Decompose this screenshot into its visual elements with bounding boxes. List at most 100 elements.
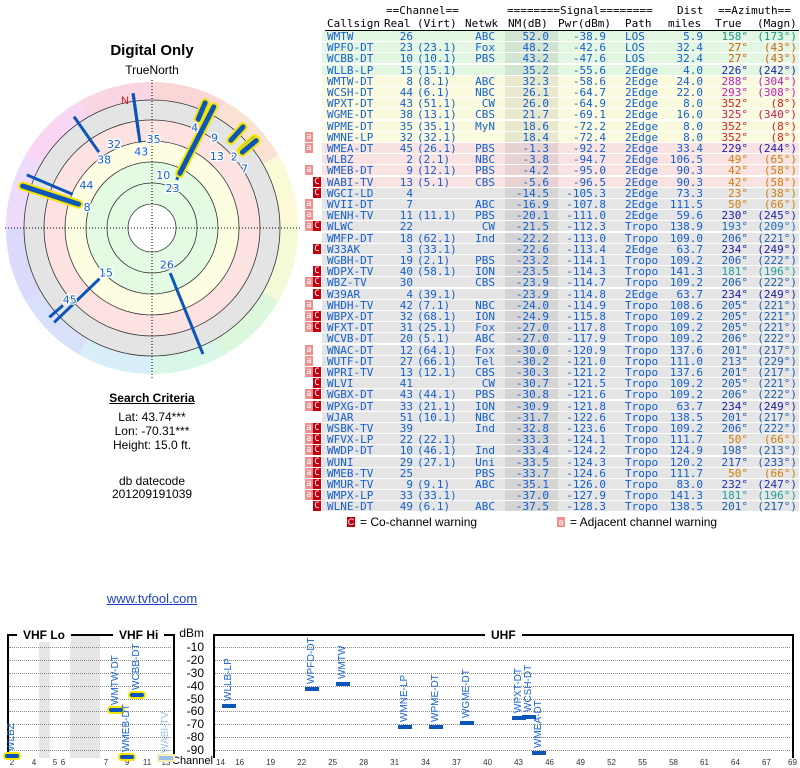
table-row[interactable]: WPXG-DT 33 (21.1) ION -30.9 -121.8 Tropo 63.7 23… (322, 399, 799, 413)
table-row[interactable]: WPME-DT 35 (35.1) MyN 18.6 -72.2 2Edge 8.0 352° (… (322, 120, 799, 132)
cell-pwr: -124.6 (566, 466, 606, 480)
cell-net: Fox (475, 41, 495, 55)
cell-pwr: -112.3 (566, 220, 606, 234)
cell-tru: 234° (721, 399, 749, 413)
table-row[interactable]: WDPX-TV 40 (58.1) ION -23.5 -114.3 Tropo 141.3 1… (322, 265, 799, 279)
cell-path: 2Edge (625, 63, 659, 77)
table-row[interactable]: WENH-TV 11 (11.1) PBS -20.1 -111.0 2Edge 59.6 23… (322, 209, 799, 223)
signal-bar (397, 725, 412, 730)
cell-dist: 109.2 (669, 254, 703, 267)
y-tick-label: -40 (186, 678, 204, 693)
cell-cs: W39AR (327, 287, 361, 301)
cell-mag: (58°) (763, 164, 797, 178)
table-row[interactable]: WMEB-DT 9 (12.1) PBS -4.2 -95.0 2Edge 90.3 42° (5… (322, 164, 799, 178)
cell-path: 2Edge (625, 198, 659, 211)
table-row[interactable]: WGBX-DT 43 (44.1) PBS -30.8 -121.6 Tropo 109.2 2… (322, 388, 799, 402)
table-row[interactable]: WNAC-DT 12 (64.1) Fox -30.0 -120.9 Tropo 137.6 2… (322, 344, 799, 356)
header-nm: NM(dB) (508, 17, 548, 30)
table-row[interactable]: WVII-DT 7 ABC -16.9 -107.8 2Edge 111.5 50° (66°) (322, 199, 799, 210)
table-row[interactable]: WABI-TV 13 (5.1) CBS -5.6 -96.5 2Edge 90.3 42° (5… (322, 175, 799, 189)
cell-real: 22 (399, 220, 413, 234)
table-row[interactable]: WPFO-DT 23 (23.1) Fox 48.2 -42.6 LOS 32.4 27° (43… (322, 41, 799, 55)
table-row[interactable]: WUNI 29 (27.1) Uni -33.5 -124.3 Tropo 120.2 217°… (322, 455, 799, 469)
table-row[interactable]: W33AK 3 (33.1) -22.6 -113.4 2Edge 63.7 234° (249… (322, 242, 799, 256)
table-row[interactable]: WUTF-DT 27 (66.1) Tel -30.2 -121.0 Tropo 111.0 2… (322, 354, 799, 368)
table-row[interactable]: WMPX-LP 33 (33.1) -37.0 -127.9 Tropo 141.3 181°… (322, 489, 799, 503)
table-row[interactable]: WHDH-TV 42 (7.1) NBC -24.0 -114.9 Tropo 108.6 20… (322, 299, 799, 311)
table-row[interactable]: WGCI-LD 4 -14.5 -105.3 2Edge 73.3 23° (38°) (322, 186, 799, 200)
table-row[interactable]: WGME-DT 38 (13.1) CBS 21.7 -69.1 2Edge 16.0 325°… (322, 109, 799, 121)
cell-tru: 42° (728, 175, 748, 189)
cell-mag: (244°) (757, 142, 797, 155)
table-row[interactable]: WSBK-TV 39 Ind -32.8 -123.6 Tropo 109.2 206° (22… (322, 423, 799, 434)
table-row[interactable]: WWDP-DT 10 (46.1) Ind -33.4 -124.2 Tropo 124.9 1… (322, 444, 799, 458)
table-row[interactable]: WLVI 41 CW -30.7 -121.5 Tropo 109.2 205° (221°) (322, 378, 799, 390)
table-row[interactable]: WGBH-DT 19 (2.1) PBS -23.2 -114.1 Tropo 109.2 20… (322, 255, 799, 266)
cell-dist: 111.5 (669, 198, 703, 211)
table-row[interactable]: WMFP-DT 18 (62.1) Ind -22.2 -113.0 Tropo 109.0 2… (322, 232, 799, 244)
cell-mag: (249°) (757, 287, 797, 301)
cell-cs: WBPX-DT (327, 310, 374, 323)
latitude: Lat: 43.74*** (118, 410, 186, 424)
header-signal-group: ========Signal======== (507, 4, 653, 17)
cell-cs: WLWC (327, 220, 354, 234)
cell-nm: -30.9 (515, 399, 549, 413)
signal-bar (159, 756, 173, 761)
tvfool-link[interactable]: www.tvfool.com (106, 591, 198, 606)
table-row[interactable]: W39AR 4 (39.1) -23.9 -114.8 2Edge 63.7 234° (249… (322, 287, 799, 301)
cell-net: ION (475, 265, 495, 279)
table-row[interactable]: WFVX-LP 22 (22.1) -33.3 -124.1 Tropo 111.7 50° (… (322, 434, 799, 446)
cell-virt: (2.1) (417, 254, 451, 267)
table-row[interactable]: WFXT-DT 31 (25.1) Fox -27.0 -117.8 Tropo 109.2 2… (322, 321, 799, 335)
table-row[interactable]: WCBB-DT 10 (10.1) PBS 43.2 -47.6 LOS 32.4 27° (43… (322, 53, 799, 65)
cell-cs: W33AK (327, 242, 361, 256)
cell-real: 44 (399, 86, 413, 99)
cell-real: 33 (399, 489, 413, 503)
table-row[interactable]: WMTW 26 ABC 52.0 -38.9 LOS 5.9 158° (173°) (322, 31, 799, 42)
table-row[interactable]: WMEB-TV 25 PBS -33.7 -124.6 Tropo 111.7 50° (66°… (322, 466, 799, 480)
cell-mag: (229°) (757, 354, 797, 368)
gridline (215, 685, 790, 687)
cell-path: Tropo (625, 276, 659, 290)
table-row[interactable]: WLWC 22 CW -21.5 -112.3 Tropo 138.9 193° (209°) (322, 220, 799, 234)
cell-virt: (46.1) (417, 444, 457, 458)
cell-tru: 213° (721, 354, 749, 368)
cell-real: 31 (399, 321, 413, 335)
table-row[interactable]: WMUR-TV 9 (9.1) ABC -35.1 -126.0 Tropo 83.0 232°… (322, 479, 799, 490)
table-row[interactable]: WMNE-LP 32 (32.1) 18.4 -72.4 2Edge 8.0 352° (8°) (322, 131, 799, 143)
table-row[interactable]: WMTW-DT 8 (8.1) ABC 32.3 -58.6 2Edge 24.0 288° (3… (322, 74, 799, 88)
cell-tru: 27° (728, 41, 748, 55)
cell-nm: -30.2 (515, 354, 549, 368)
cell-tru: 181° (721, 489, 749, 503)
signal-bar (532, 750, 547, 755)
table-row[interactable]: WBPX-DT 32 (68.1) ION -24.9 -115.8 Tropo 109.2 2… (322, 311, 799, 322)
cell-dist: 59.6 (676, 209, 704, 223)
cell-virt: (8.1) (417, 74, 451, 88)
cell-nm: -33.7 (515, 466, 549, 480)
cell-net: Uni (475, 455, 495, 469)
table-row[interactable]: WLBZ 2 (2.1) NBC -3.8 -94.7 2Edge 106.5 49° (65°) (322, 154, 799, 166)
table-row[interactable]: WJAR 51 (10.1) NBC -31.7 -122.6 Tropo 138.5 201°… (322, 411, 799, 423)
cell-pwr: -105.3 (566, 186, 606, 200)
nm-column-shade (505, 75, 558, 86)
table-row[interactable]: WBZ-TV 30 CBS -23.9 -114.7 Tropo 109.2 206° (222… (322, 276, 799, 290)
cell-pwr: -126.0 (566, 478, 606, 491)
table-row[interactable]: WPXT-DT 43 (51.1) CW 26.0 -64.9 2Edge 8.0 352° (8… (322, 98, 799, 110)
cell-net: ION (475, 399, 495, 413)
cell-real: 8 (406, 74, 413, 88)
cell-path: Tropo (625, 388, 659, 402)
cell-virt: (5.1) (417, 175, 451, 189)
cell-path: 2Edge (625, 175, 659, 189)
table-row[interactable]: WLLB-LP 15 (15.1) 35.2 -55.6 2Edge 4.0 226° (242… (322, 63, 799, 77)
table-row[interactable]: WLNE-DT 49 (6.1) ABC -37.5 -128.3 Tropo 138.5 20… (322, 501, 799, 513)
cell-virt: (12.1) (417, 366, 457, 379)
cell-tru: 42° (728, 164, 748, 178)
x-tick-label: 7 (103, 758, 109, 767)
table-row[interactable]: WCSH-DT 44 (6.1) NBC 26.1 -64.7 2Edge 22.0 293° (… (322, 87, 799, 98)
table-row[interactable]: WPRI-TV 13 (12.1) CBS -30.3 -121.2 Tropo 137.6 2… (322, 367, 799, 378)
cell-pwr: -113.4 (566, 242, 606, 256)
cell-tru: 193° (721, 220, 749, 234)
table-row[interactable]: WCVB-DT 20 (5.1) ABC -27.0 -117.9 Tropo 109.2 20… (322, 333, 799, 345)
table-row[interactable]: WMEA-DT 45 (26.1) PBS -1.3 -92.2 2Edge 33.4 229°… (322, 143, 799, 154)
uhf-panel: UHF (213, 628, 794, 758)
